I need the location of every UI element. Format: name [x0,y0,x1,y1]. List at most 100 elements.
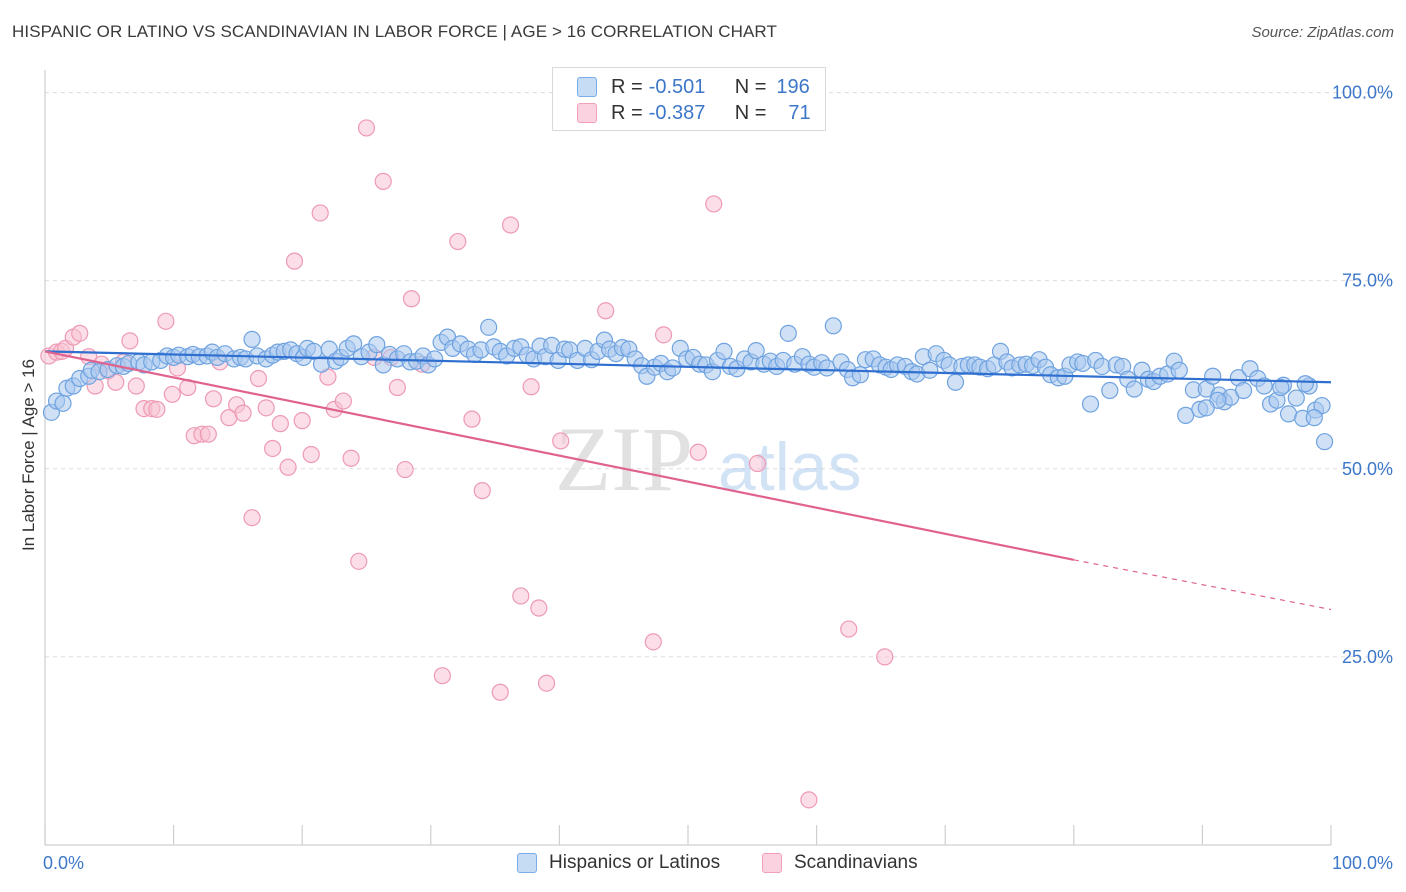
y-tick-label: 75.0% [1342,271,1393,291]
legend-item-hispanics: Hispanics or Latinos [517,852,720,874]
scandinavians-point [279,458,297,476]
legend-r-value: -0.387 [648,101,706,124]
scandinavians-point [552,432,570,450]
scandinavians-point [644,633,662,651]
scandinavians-point [257,399,275,417]
legend-swatch-blue [577,77,597,97]
scandinavians-point [705,195,723,213]
chart-title: HISPANIC OR LATINO VS SCANDINAVIAN IN LA… [12,22,777,41]
y-axis-label: In Labor Force | Age > 16 [19,358,38,552]
hispanics-point [1125,380,1143,398]
legend-item-label: Scandinavians [794,852,918,873]
hispanics-point [1296,375,1314,393]
hispanics-point [1170,361,1188,379]
scandinavians-point [249,369,268,388]
hispanics-point [1204,367,1222,385]
scandinavians-point [402,290,421,308]
legend-r-label: R = [611,75,643,98]
hispanics-point [426,350,444,368]
legend-n-value: 71 [788,101,811,124]
hispanics-point [946,373,965,391]
scandinavians-point [350,552,368,570]
scandinavians-point [537,674,556,692]
series-legend: Hispanics or Latinos Scandinavians [0,852,1406,878]
scandinavians-trend-extension [1073,559,1332,611]
scandinavians-point [285,252,304,270]
scandinavians-point [71,324,89,342]
hispanics-point [824,317,842,335]
scandinavians-point [157,312,175,330]
scandinavians-point [748,454,767,473]
hispanics-point [715,342,733,361]
hispanics-point [368,336,386,354]
scandinavians-point [264,439,282,458]
scandinavians-point [512,587,530,605]
hispanics-points [42,317,1334,451]
stats-legend: R = -0.501 N = 196 R = -0.387 N = 71 [552,67,826,131]
hispanics-point [818,359,836,377]
grid-lines [45,92,1392,658]
scandinavians-point [234,404,252,422]
scandinavians-point [473,482,491,500]
scandinavians-point [374,172,392,190]
scandinavians-point [293,412,311,430]
legend-swatch-pink [577,103,597,123]
scandinavians-point [689,443,707,461]
scandinavians-point [204,390,223,408]
legend-n-label: N = [734,75,767,98]
scandinavians-trend-line [44,350,1075,561]
y-tick-label: 25.0% [1342,647,1393,667]
hispanics-point [1313,396,1331,415]
legend-row-hispanics: R = -0.501 N = 196 [577,75,810,99]
hispanics-point [1101,381,1119,400]
hispanics-point [747,342,765,360]
hispanics-point [480,318,498,336]
scandinavians-point [334,392,352,410]
scandinavians-point [243,509,261,527]
hispanics-point [1177,406,1195,424]
hispanics-point [1272,378,1290,397]
hispanics-point [663,359,682,377]
scandinavians-point [491,683,509,701]
scandinavians-point [433,667,451,685]
scandinavians-point [522,378,540,396]
hispanics-point [1315,433,1334,451]
scandinavians-point [530,599,548,617]
hispanics-point [54,394,72,412]
scandinavians-point [876,648,894,666]
hispanics-point [1197,399,1215,417]
y-tick-label: 50.0% [1342,459,1393,479]
scandinavians-point [342,449,360,467]
x-tick-label: 100.0% [1332,853,1393,873]
scandinavians-point [148,400,166,418]
legend-item-label: Hispanics or Latinos [549,852,721,873]
scandinavians-point [800,791,818,809]
scandinavians-point [654,326,673,344]
source-label: Source: ZipAtlas.com [1251,24,1394,41]
trend-lines [44,350,1332,611]
hispanics-point [243,330,261,348]
scandinavians-point [163,385,181,403]
scandinavians-point [271,415,289,433]
hispanics-point [1081,395,1100,413]
legend-swatch-pink [762,853,782,873]
scandinavians-point [107,373,125,391]
scandinavians-point [302,445,320,464]
hispanics-point [345,335,363,353]
watermark-atlas: atlas [718,429,862,505]
hispanics-point [779,324,797,342]
x-tick-label: 0.0% [43,853,84,873]
scandinavians-point [501,216,520,234]
legend-item-scandinavians: Scandinavians [762,852,918,874]
scandinavians-point [311,204,329,222]
legend-n-label: N = [734,101,767,124]
hispanics-point [1287,389,1305,407]
hispanics-point [921,361,939,379]
y-tick-label: 100.0% [1332,83,1393,103]
legend-swatch-blue [517,853,537,873]
tick-labels: 25.0% 50.0% 75.0% 100.0% 0.0% 100.0% [43,83,1393,873]
scandinavians-point [199,425,217,443]
scandinavians-point [127,377,145,395]
scandinavians-point [840,620,858,638]
scandinavians-point [597,302,615,320]
